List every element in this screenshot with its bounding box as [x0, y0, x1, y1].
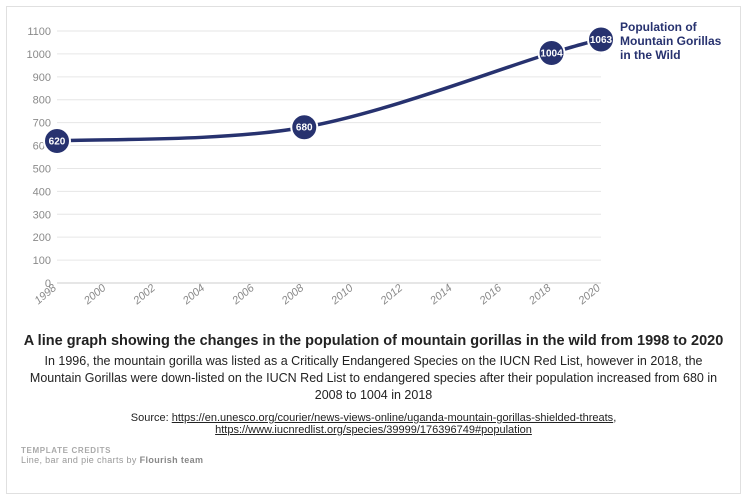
- svg-text:2000: 2000: [81, 282, 109, 308]
- svg-text:2018: 2018: [526, 282, 554, 308]
- svg-text:500: 500: [33, 163, 51, 175]
- svg-text:2006: 2006: [230, 282, 258, 308]
- svg-text:2002: 2002: [131, 282, 158, 308]
- svg-text:2016: 2016: [477, 282, 505, 308]
- caption: A line graph showing the changes in the …: [21, 333, 726, 404]
- svg-text:2020: 2020: [576, 282, 604, 308]
- svg-text:2010: 2010: [328, 282, 356, 308]
- svg-text:1100: 1100: [27, 26, 51, 38]
- caption-title: A line graph showing the changes in the …: [21, 333, 726, 349]
- svg-text:700: 700: [33, 118, 51, 130]
- svg-text:1998: 1998: [32, 282, 59, 307]
- svg-text:2012: 2012: [378, 282, 405, 308]
- credits-header: TEMPLATE CREDITS: [21, 446, 726, 455]
- svg-text:1000: 1000: [27, 49, 51, 61]
- svg-text:100: 100: [33, 255, 51, 267]
- svg-text:800: 800: [33, 95, 51, 107]
- line-chart-svg: 0100200300400500600700800900100011001998…: [21, 17, 721, 327]
- svg-text:300: 300: [33, 209, 51, 221]
- svg-text:2008: 2008: [279, 282, 307, 308]
- svg-text:680: 680: [296, 123, 313, 134]
- svg-text:1063: 1063: [590, 35, 613, 46]
- credits-prefix: Line, bar and pie charts by: [21, 455, 140, 465]
- source-link-1[interactable]: https://en.unesco.org/courier/news-views…: [172, 412, 613, 424]
- source-link-2[interactable]: https://www.iucnredlist.org/species/3999…: [215, 424, 532, 436]
- template-credits: TEMPLATE CREDITS Line, bar and pie chart…: [21, 446, 726, 465]
- source-prefix: Source:: [131, 412, 172, 424]
- source-sep: ,: [613, 412, 616, 424]
- svg-text:900: 900: [33, 72, 51, 84]
- chart-area: 0100200300400500600700800900100011001998…: [21, 17, 726, 327]
- svg-text:2004: 2004: [180, 282, 207, 308]
- svg-text:2014: 2014: [427, 282, 454, 308]
- svg-text:400: 400: [33, 186, 51, 198]
- credits-author: Flourish team: [140, 455, 204, 465]
- svg-text:620: 620: [49, 136, 66, 147]
- source-line: Source: https://en.unesco.org/courier/ne…: [21, 412, 726, 436]
- svg-text:200: 200: [33, 232, 51, 244]
- caption-body: In 1996, the mountain gorilla was listed…: [21, 353, 726, 404]
- chart-frame: 0100200300400500600700800900100011001998…: [6, 6, 741, 494]
- series-label: Population of Mountain Gorillas in the W…: [620, 21, 730, 62]
- svg-text:1004: 1004: [540, 48, 563, 59]
